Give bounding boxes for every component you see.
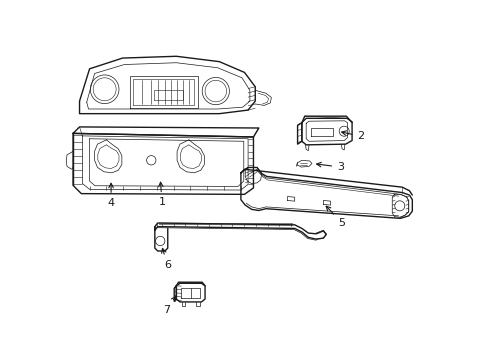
Text: 2: 2: [341, 131, 364, 141]
Text: 7: 7: [163, 297, 176, 315]
Text: 3: 3: [316, 162, 344, 172]
Text: 1: 1: [158, 182, 165, 207]
Text: 4: 4: [107, 183, 114, 208]
Text: 6: 6: [162, 248, 170, 270]
Text: 5: 5: [325, 206, 345, 228]
